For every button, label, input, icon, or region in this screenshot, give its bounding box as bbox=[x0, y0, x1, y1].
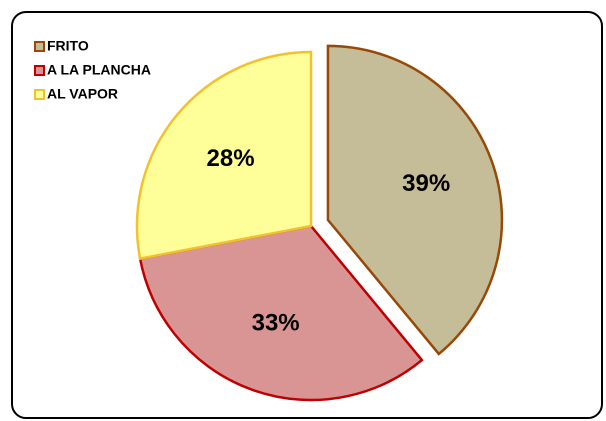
legend-label: A LA PLANCHA bbox=[47, 62, 151, 78]
legend-swatch bbox=[34, 65, 45, 76]
pie-slice bbox=[326, 44, 504, 356]
legend-swatch bbox=[34, 41, 45, 52]
pie-slice bbox=[135, 50, 313, 261]
data-label: 39% bbox=[402, 170, 450, 197]
legend-label: AL VAPOR bbox=[47, 86, 118, 102]
data-label: 33% bbox=[252, 310, 300, 337]
legend-swatch bbox=[34, 89, 45, 100]
pie-slice bbox=[138, 224, 424, 402]
data-label: 28% bbox=[207, 145, 255, 172]
legend-label: FRITO bbox=[47, 38, 89, 54]
